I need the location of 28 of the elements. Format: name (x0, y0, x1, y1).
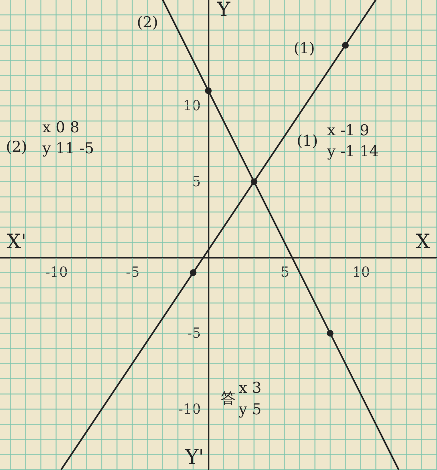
annotation: y 5 (238, 400, 262, 418)
annotation: (2) (6, 138, 28, 156)
series-label: (2) (137, 14, 158, 32)
y-tick-label: 10 (183, 98, 202, 115)
x-axis-title: X (416, 230, 432, 254)
y-axis-title: Y (216, 0, 232, 22)
x-tick-label: 5 (280, 265, 290, 282)
x-tick-label: -10 (46, 265, 68, 282)
annotation: (1) (296, 132, 318, 150)
y-tick-label: -5 (187, 326, 202, 342)
annotation: x 0 8 (42, 118, 80, 136)
series-label: (1) (294, 40, 316, 58)
point (250, 178, 258, 186)
annotation: y 11 -5 (42, 140, 94, 158)
y-tick-label: -10 (178, 402, 202, 418)
point (327, 330, 334, 337)
annotation: Y' (184, 444, 204, 469)
point (190, 270, 197, 276)
point (205, 88, 212, 94)
y-tick-label: 5 (192, 174, 202, 190)
annotation: 答 (220, 390, 236, 408)
x-tick-label: 10 (352, 265, 370, 282)
annotation: y -1 14 (326, 142, 380, 161)
x-tick-label: -5 (126, 265, 140, 282)
point (342, 42, 349, 49)
annotation: x 3 (239, 379, 262, 398)
annotation: x -1 9 (327, 121, 370, 140)
annotation: X' (6, 230, 27, 254)
